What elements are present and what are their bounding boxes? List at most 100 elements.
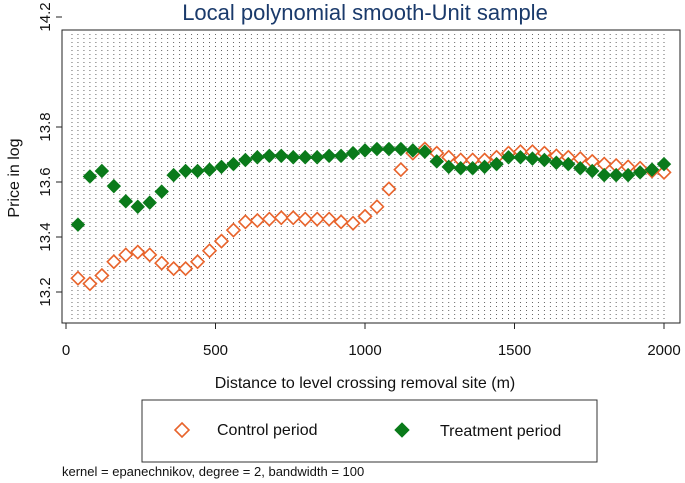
legend-control-label: Control period <box>217 422 318 439</box>
treatment-point <box>321 148 337 164</box>
y-tick-label: 13.2 <box>37 277 54 306</box>
treatment-point <box>106 178 122 194</box>
treatment-point <box>620 167 636 183</box>
treatment-point <box>142 195 157 210</box>
control-point <box>357 208 373 225</box>
treatment-point <box>250 150 265 165</box>
y-tick-label: 13.6 <box>37 167 54 196</box>
treatment-point <box>405 143 421 158</box>
treatment-point <box>118 194 134 209</box>
treatment-point <box>608 167 624 183</box>
treatment-point <box>501 150 516 165</box>
legend-box <box>141 399 598 463</box>
control-point <box>321 211 337 227</box>
treatment-point <box>549 155 564 170</box>
treatment-point <box>513 150 528 165</box>
control-point <box>70 270 86 286</box>
control-point <box>154 255 170 271</box>
control-point <box>249 212 265 229</box>
x-axis-label: Distance to level crossing removal site … <box>215 375 516 392</box>
control-point <box>130 244 146 260</box>
control-point <box>297 211 313 227</box>
treatment-point <box>345 145 361 161</box>
treatment-point <box>274 148 289 164</box>
control-point <box>213 233 230 249</box>
treatment-point <box>525 151 540 166</box>
treatment-point <box>369 141 385 157</box>
x-tick-label: 500 <box>203 342 228 359</box>
y-tick-label: 13.4 <box>37 222 54 251</box>
control-point <box>118 247 134 263</box>
axis-ticks: 0 500 1000 1500 2000 13.2 13.4 13.6 13.8 14.2 <box>37 2 681 359</box>
treatment-point <box>644 162 660 177</box>
treatment-point <box>453 161 468 176</box>
treatment-point <box>226 156 241 172</box>
y-tick-label: 14.2 <box>37 2 54 31</box>
treatment-point <box>357 143 373 158</box>
treatment-point <box>286 150 301 165</box>
treatment-point <box>489 156 504 172</box>
treatment-point <box>238 152 253 168</box>
control-point <box>237 214 254 230</box>
series-treatment <box>70 141 672 232</box>
treatment-point <box>381 141 397 157</box>
control-point <box>393 161 409 178</box>
control-point <box>166 260 182 277</box>
treatment-point <box>465 161 480 176</box>
control-point <box>333 214 349 230</box>
control-point <box>94 267 110 284</box>
control-point <box>656 164 672 181</box>
control-point <box>261 211 277 227</box>
treatment-point <box>417 144 433 159</box>
treatment-point <box>262 148 277 164</box>
treatment-point <box>154 184 169 199</box>
treatment-point <box>166 167 181 183</box>
treatment-point <box>561 156 576 172</box>
treatment-point <box>130 199 145 214</box>
control-point <box>201 243 218 259</box>
legend-treatment-label: Treatment period <box>440 423 561 440</box>
x-tick-label: 2000 <box>647 342 680 359</box>
control-point <box>381 181 397 197</box>
treatment-point <box>632 165 648 180</box>
treatment-point <box>178 163 193 179</box>
legend: Control period Treatment period <box>141 399 598 463</box>
control-point <box>345 215 361 231</box>
control-point <box>225 222 242 238</box>
legend-treatment-marker <box>394 422 410 438</box>
treatment-point <box>477 159 492 175</box>
treatment-point <box>202 162 217 177</box>
treatment-point <box>333 148 349 164</box>
control-point <box>177 260 194 277</box>
treatment-point <box>393 141 409 157</box>
control-point <box>309 211 325 227</box>
treatment-point <box>537 152 552 168</box>
treatment-point <box>190 163 205 179</box>
control-point <box>285 210 301 226</box>
control-point <box>273 210 289 226</box>
treatment-point <box>573 161 588 176</box>
control-point <box>142 247 158 263</box>
control-point <box>189 254 206 270</box>
x-tick-label: 1500 <box>498 342 531 359</box>
data-series <box>70 141 672 292</box>
treatment-point <box>82 169 98 184</box>
chart-title: Local polynomial smooth-Unit sample <box>182 0 548 25</box>
treatment-point <box>596 167 612 183</box>
control-point <box>82 276 98 292</box>
treatment-point <box>656 156 672 172</box>
x-tick-label: 0 <box>62 342 70 359</box>
control-point <box>106 254 122 270</box>
treatment-point <box>214 159 229 175</box>
treatment-point <box>585 163 600 179</box>
legend-control-marker <box>173 421 191 439</box>
y-tick-label: 13.8 <box>37 112 54 141</box>
y-axis-label: Price in log <box>6 138 23 217</box>
control-point <box>369 199 385 215</box>
treatment-point <box>429 154 444 169</box>
treatment-point <box>441 159 456 175</box>
treatment-point <box>94 163 110 179</box>
treatment-point <box>297 150 313 165</box>
treatment-point <box>70 217 86 232</box>
